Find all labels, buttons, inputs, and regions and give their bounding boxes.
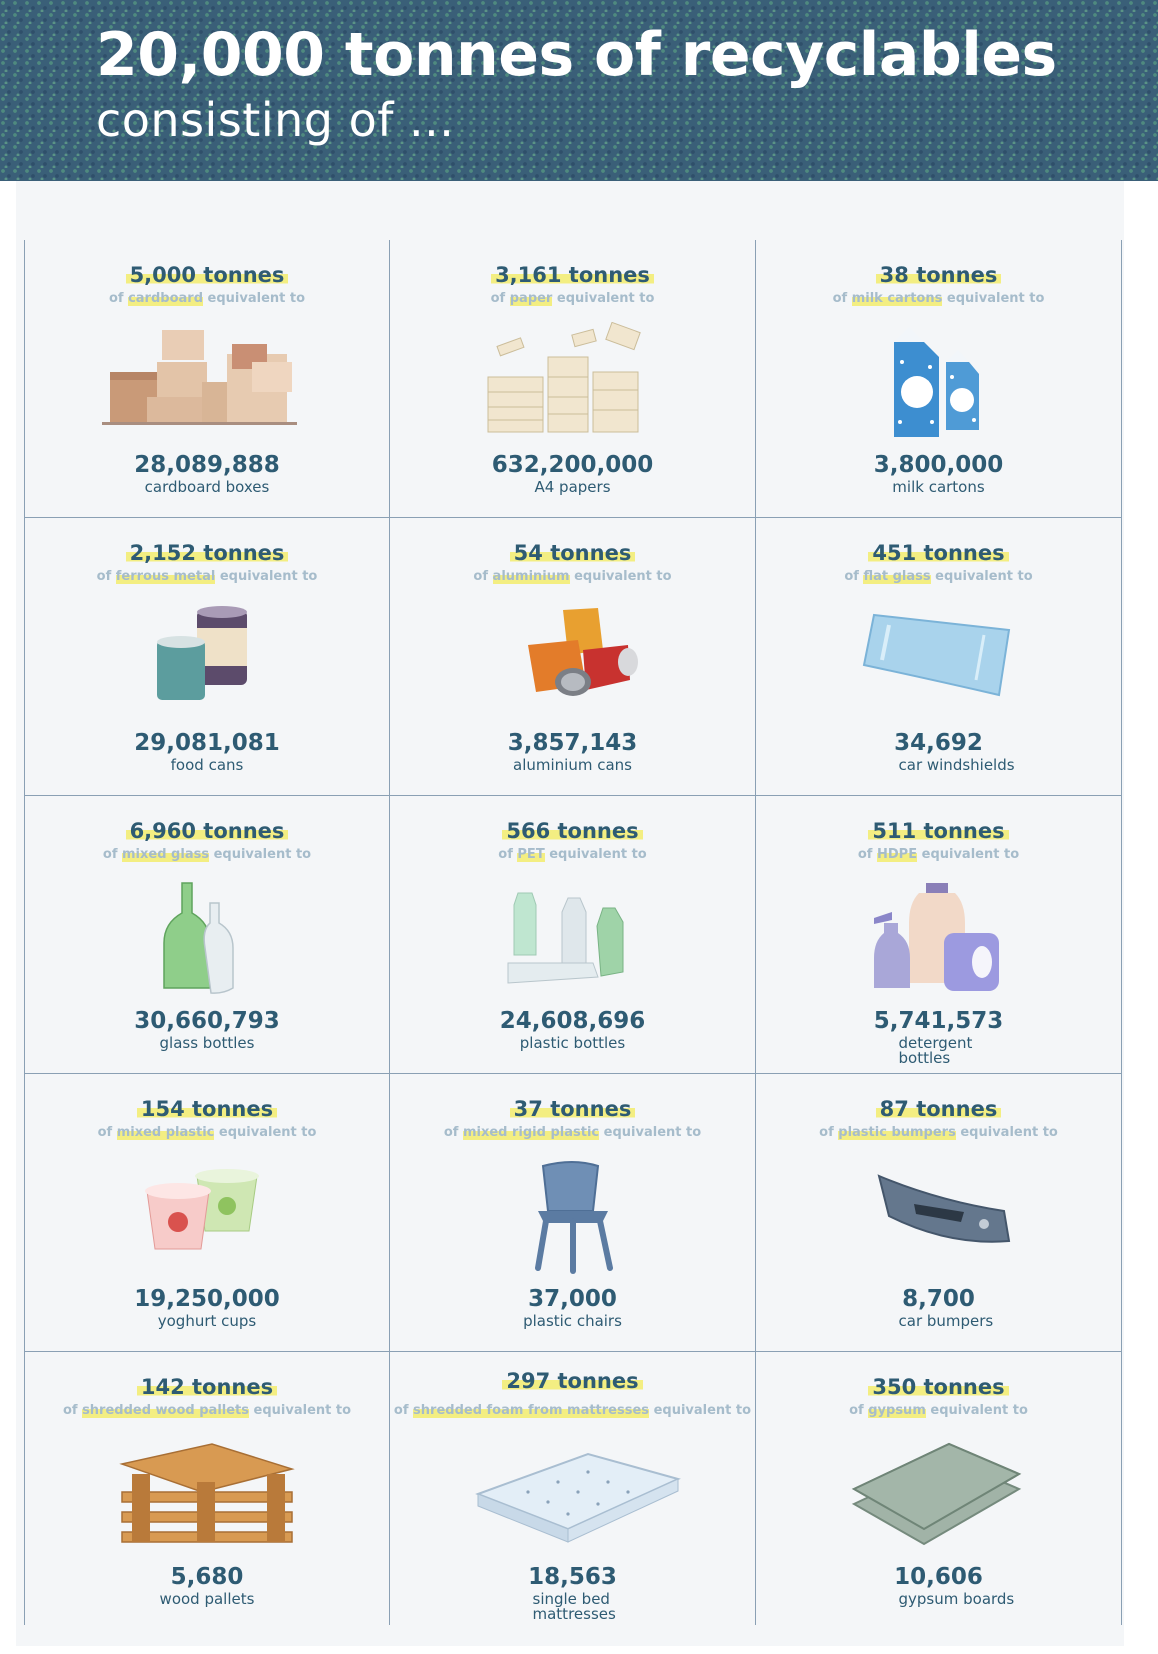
tonnes-value: 154 tonnes — [25, 1096, 389, 1122]
material-caption: of cardboard equivalent to — [108, 291, 306, 306]
plastic-chair-icon — [534, 1161, 613, 1274]
tonnes-value: 38 tonnes — [756, 262, 1121, 288]
item-label: yoghurt cups — [157, 1312, 257, 1330]
item-label: wood pallets — [159, 1590, 255, 1608]
tonnes-value: 37 tonnes — [390, 1096, 755, 1122]
count-value: 3,800,000 — [873, 452, 1004, 478]
material-caption: of paper equivalent to — [490, 291, 655, 306]
mattress-icon — [474, 1452, 681, 1543]
glass-bottle-icon — [163, 882, 234, 994]
material-caption: of aluminium equivalent to — [473, 569, 672, 584]
grid-cell-pet: 566 tonnes of PET equivalent to 24,608,6… — [390, 796, 756, 1074]
yoghurt-cup-icon — [145, 1169, 259, 1250]
item-label: plastic bottles — [519, 1034, 626, 1052]
wood-pallet-icon — [119, 1443, 295, 1543]
grid-cell-gypsum: 350 tonnes of gypsum equivalent to 10,60… — [756, 1352, 1122, 1625]
tonnes-value: 511 tonnes — [756, 818, 1121, 844]
grid-cell-paper: 3,161 tonnes of paper equivalent to 632,… — [390, 240, 756, 518]
material-caption: of mixed glass equivalent to — [102, 847, 312, 862]
page-subtitle: consisting of ... — [96, 93, 455, 147]
item-label: gypsum boards — [898, 1590, 1015, 1608]
milk-carton-icon — [893, 327, 979, 437]
count-value: 18,563 — [528, 1564, 617, 1590]
windshield-icon — [862, 613, 1010, 697]
count-value: 28,089,888 — [134, 452, 280, 478]
grid-cell-mattress-foam: 297 tonnes of shredded foam from mattres… — [390, 1352, 756, 1625]
crushed-can-icon — [527, 608, 638, 696]
tonnes-value: 87 tonnes — [756, 1096, 1121, 1122]
item-label: single bed mattresses — [532, 1590, 616, 1623]
count-value: 632,200,000 — [491, 452, 654, 478]
tonnes-value: 350 tonnes — [756, 1374, 1121, 1400]
material-caption: of HDPE equivalent to — [857, 847, 1020, 862]
item-label: car windshields — [898, 756, 1015, 774]
material-caption: of milk cartons equivalent to — [832, 291, 1045, 306]
material-caption: of plastic bumpers equivalent to — [819, 1125, 1058, 1140]
count-value: 37,000 — [528, 1286, 617, 1312]
item-label: glass bottles — [159, 1034, 255, 1052]
header-banner: 20,000 tonnes of recyclables consisting … — [0, 0, 1158, 181]
item-label: milk cartons — [892, 478, 985, 496]
grid-cell-milk-cartons: 38 tonnes of milk cartons equivalent to … — [756, 240, 1122, 518]
count-value: 5,680 — [170, 1564, 244, 1590]
count-value: 8,700 — [902, 1286, 975, 1312]
item-label: food cans — [170, 756, 244, 774]
detergent-bottle-icon — [873, 883, 999, 991]
material-caption: of gypsum equivalent to — [849, 1403, 1028, 1418]
grid-cell-mixed-rigid-plastic: 37 tonnes of mixed rigid plastic equival… — [390, 1074, 756, 1352]
grid-cell-mixed-glass: 6,960 tonnes of mixed glass equivalent t… — [24, 796, 390, 1074]
count-value: 24,608,696 — [499, 1008, 646, 1034]
material-caption: of mixed rigid plastic equivalent to — [443, 1125, 702, 1140]
food-can-icon — [157, 606, 247, 700]
cardboard-boxes-icon — [102, 330, 297, 425]
item-label: plastic chairs — [523, 1312, 622, 1330]
item-label: car bumpers — [898, 1312, 994, 1330]
count-value: 30,660,793 — [134, 1008, 280, 1034]
tonnes-value: 297 tonnes — [390, 1368, 755, 1394]
count-value: 5,741,573 — [873, 1008, 1004, 1034]
count-value: 10,606 — [894, 1564, 983, 1590]
car-bumper-icon — [877, 1174, 1010, 1243]
grid-cell-cardboard: 5,000 tonnes of cardboard equivalent to … — [24, 240, 390, 518]
count-value: 3,857,143 — [507, 730, 638, 756]
grid-cell-plastic-bumpers: 87 tonnes of plastic bumpers equivalent … — [756, 1074, 1122, 1352]
page-title: 20,000 tonnes of recyclables — [96, 20, 1057, 90]
grid-cell-ferrous-metal: 2,152 tonnes of ferrous metal equivalent… — [24, 518, 390, 796]
item-label: A4 papers — [534, 478, 611, 496]
grid-cell-aluminium: 54 tonnes of aluminium equivalent to 3,8… — [390, 518, 756, 796]
item-label: aluminium cans — [513, 756, 632, 774]
material-caption: of shredded wood pallets equivalent to — [62, 1403, 352, 1418]
material-caption: of flat glass equivalent to — [844, 569, 1033, 584]
material-caption: of ferrous metal equivalent to — [96, 569, 318, 584]
tonnes-value: 6,960 tonnes — [25, 818, 389, 844]
tonnes-value: 2,152 tonnes — [25, 540, 389, 566]
tonnes-value: 142 tonnes — [25, 1374, 389, 1400]
gypsum-board-icon — [851, 1442, 1021, 1546]
paper-stack-icon — [487, 322, 641, 433]
count-value: 29,081,081 — [134, 730, 280, 756]
recyclables-grid: 5,000 tonnes of cardboard equivalent to … — [24, 240, 1122, 1625]
plastic-bottle-icon — [507, 892, 623, 984]
tonnes-value: 54 tonnes — [390, 540, 755, 566]
count-value: 19,250,000 — [134, 1286, 280, 1312]
tonnes-value: 451 tonnes — [756, 540, 1121, 566]
grid-cell-hdpe: 511 tonnes of HDPE equivalent to 5,741,5… — [756, 796, 1122, 1074]
material-caption: of shredded foam from mattresses equival… — [393, 1403, 752, 1418]
item-label: detergent bottles — [898, 1034, 973, 1067]
material-caption: of mixed plastic equivalent to — [97, 1125, 317, 1140]
tonnes-value: 5,000 tonnes — [25, 262, 389, 288]
item-label: cardboard boxes — [144, 478, 270, 496]
grid-cell-flat-glass: 451 tonnes of flat glass equivalent to 3… — [756, 518, 1122, 796]
tonnes-value: 566 tonnes — [390, 818, 755, 844]
tonnes-value: 3,161 tonnes — [390, 262, 755, 288]
count-value: 34,692 — [894, 730, 983, 756]
grid-cell-wood-pallets: 142 tonnes of shredded wood pallets equi… — [24, 1352, 390, 1625]
grid-cell-mixed-plastic: 154 tonnes of mixed plastic equivalent t… — [24, 1074, 390, 1352]
material-caption: of PET equivalent to — [498, 847, 647, 862]
